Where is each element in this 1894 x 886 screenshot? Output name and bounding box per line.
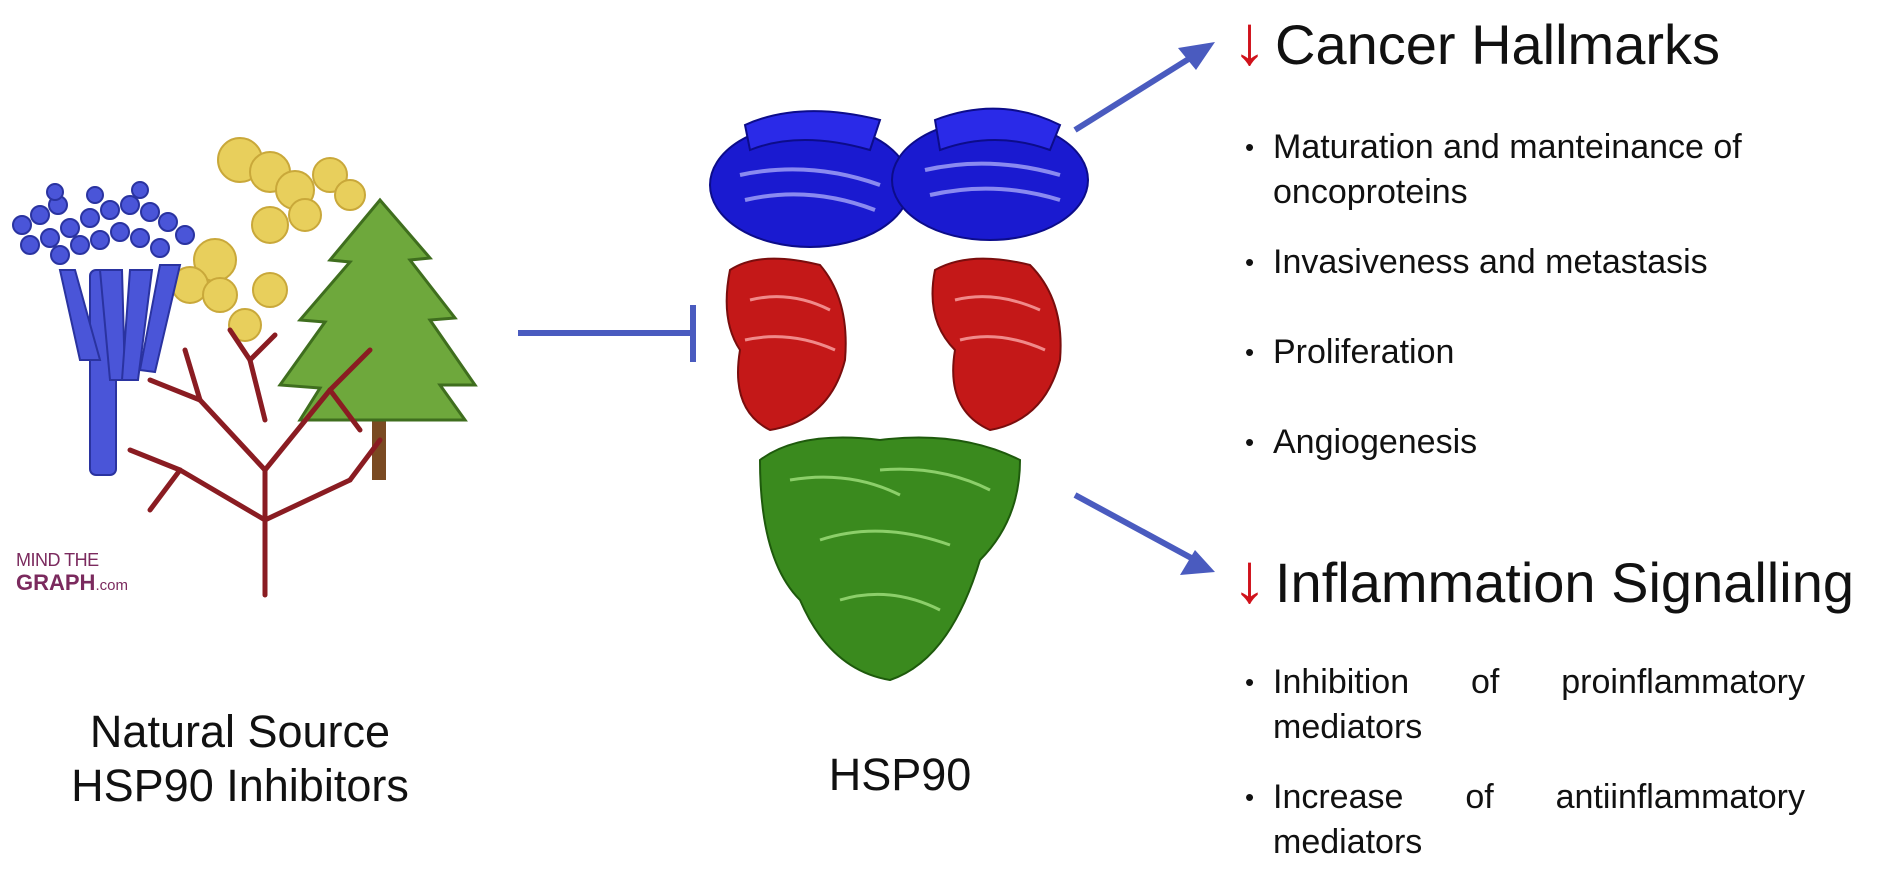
inflammation-signalling-heading: ↓ Inflammation Signalling: [1232, 543, 1854, 615]
item-line: Increase of antiinflammatory: [1273, 778, 1805, 816]
arrow-to-cancer-hallmarks: [1073, 42, 1215, 133]
red-seaweed-icon: [127, 327, 383, 598]
down-arrow-icon: ↓: [1232, 1, 1267, 79]
logo-suffix: .com: [95, 577, 128, 594]
list-item: Increase of antiinflammatory mediators: [1245, 775, 1805, 865]
caption-line: HSP90 Inhibitors: [71, 760, 409, 811]
inhibition-connector: [518, 305, 696, 362]
pine-tree-icon: [277, 197, 478, 480]
natural-source-caption: Natural Source HSP90 Inhibitors: [20, 705, 460, 813]
logo-line1: MIND THE: [16, 550, 99, 570]
list-item: Angiogenesis: [1245, 420, 1805, 465]
item-line: Maturation and manteinance of: [1273, 128, 1742, 166]
item-line: Invasiveness and metastasis: [1273, 243, 1708, 281]
fungus-icon: [12, 181, 195, 476]
cancer-hallmarks-heading: ↓ Cancer Hallmarks: [1232, 5, 1720, 77]
mind-the-graph-logo: MIND THE GRAPH.com: [16, 550, 128, 598]
heading-text: Cancer Hallmarks: [1275, 13, 1720, 76]
item-line: Proliferation: [1273, 333, 1455, 371]
item-line: Angiogenesis: [1273, 423, 1478, 461]
item-line: Inhibition of proinflammatory: [1273, 663, 1805, 701]
spores-icon: [171, 137, 366, 342]
list-item: Proliferation: [1245, 330, 1805, 375]
down-arrow-icon: ↓: [1232, 539, 1267, 617]
logo-line2: GRAPH: [16, 570, 96, 595]
item-line: mediators: [1273, 708, 1423, 746]
hsp90-protein-icon: [709, 107, 1089, 682]
item-line: mediators: [1273, 823, 1423, 861]
hsp90-caption: HSP90: [828, 749, 972, 800]
arrow-to-inflammation-signalling: [1073, 492, 1215, 575]
caption-line: Natural Source: [89, 706, 391, 757]
heading-text: Inflammation Signalling: [1275, 551, 1854, 614]
item-line: oncoproteins: [1273, 173, 1468, 211]
list-item: Inhibition of proinflammatory mediators: [1245, 660, 1805, 750]
list-item: Invasiveness and metastasis: [1245, 240, 1805, 285]
list-item: Maturation and manteinance of oncoprotei…: [1245, 125, 1805, 215]
cancer-hallmarks-list: Maturation and manteinance of oncoprotei…: [1245, 125, 1805, 465]
inflammation-signalling-list: Inhibition of proinflammatory mediators …: [1245, 660, 1805, 865]
